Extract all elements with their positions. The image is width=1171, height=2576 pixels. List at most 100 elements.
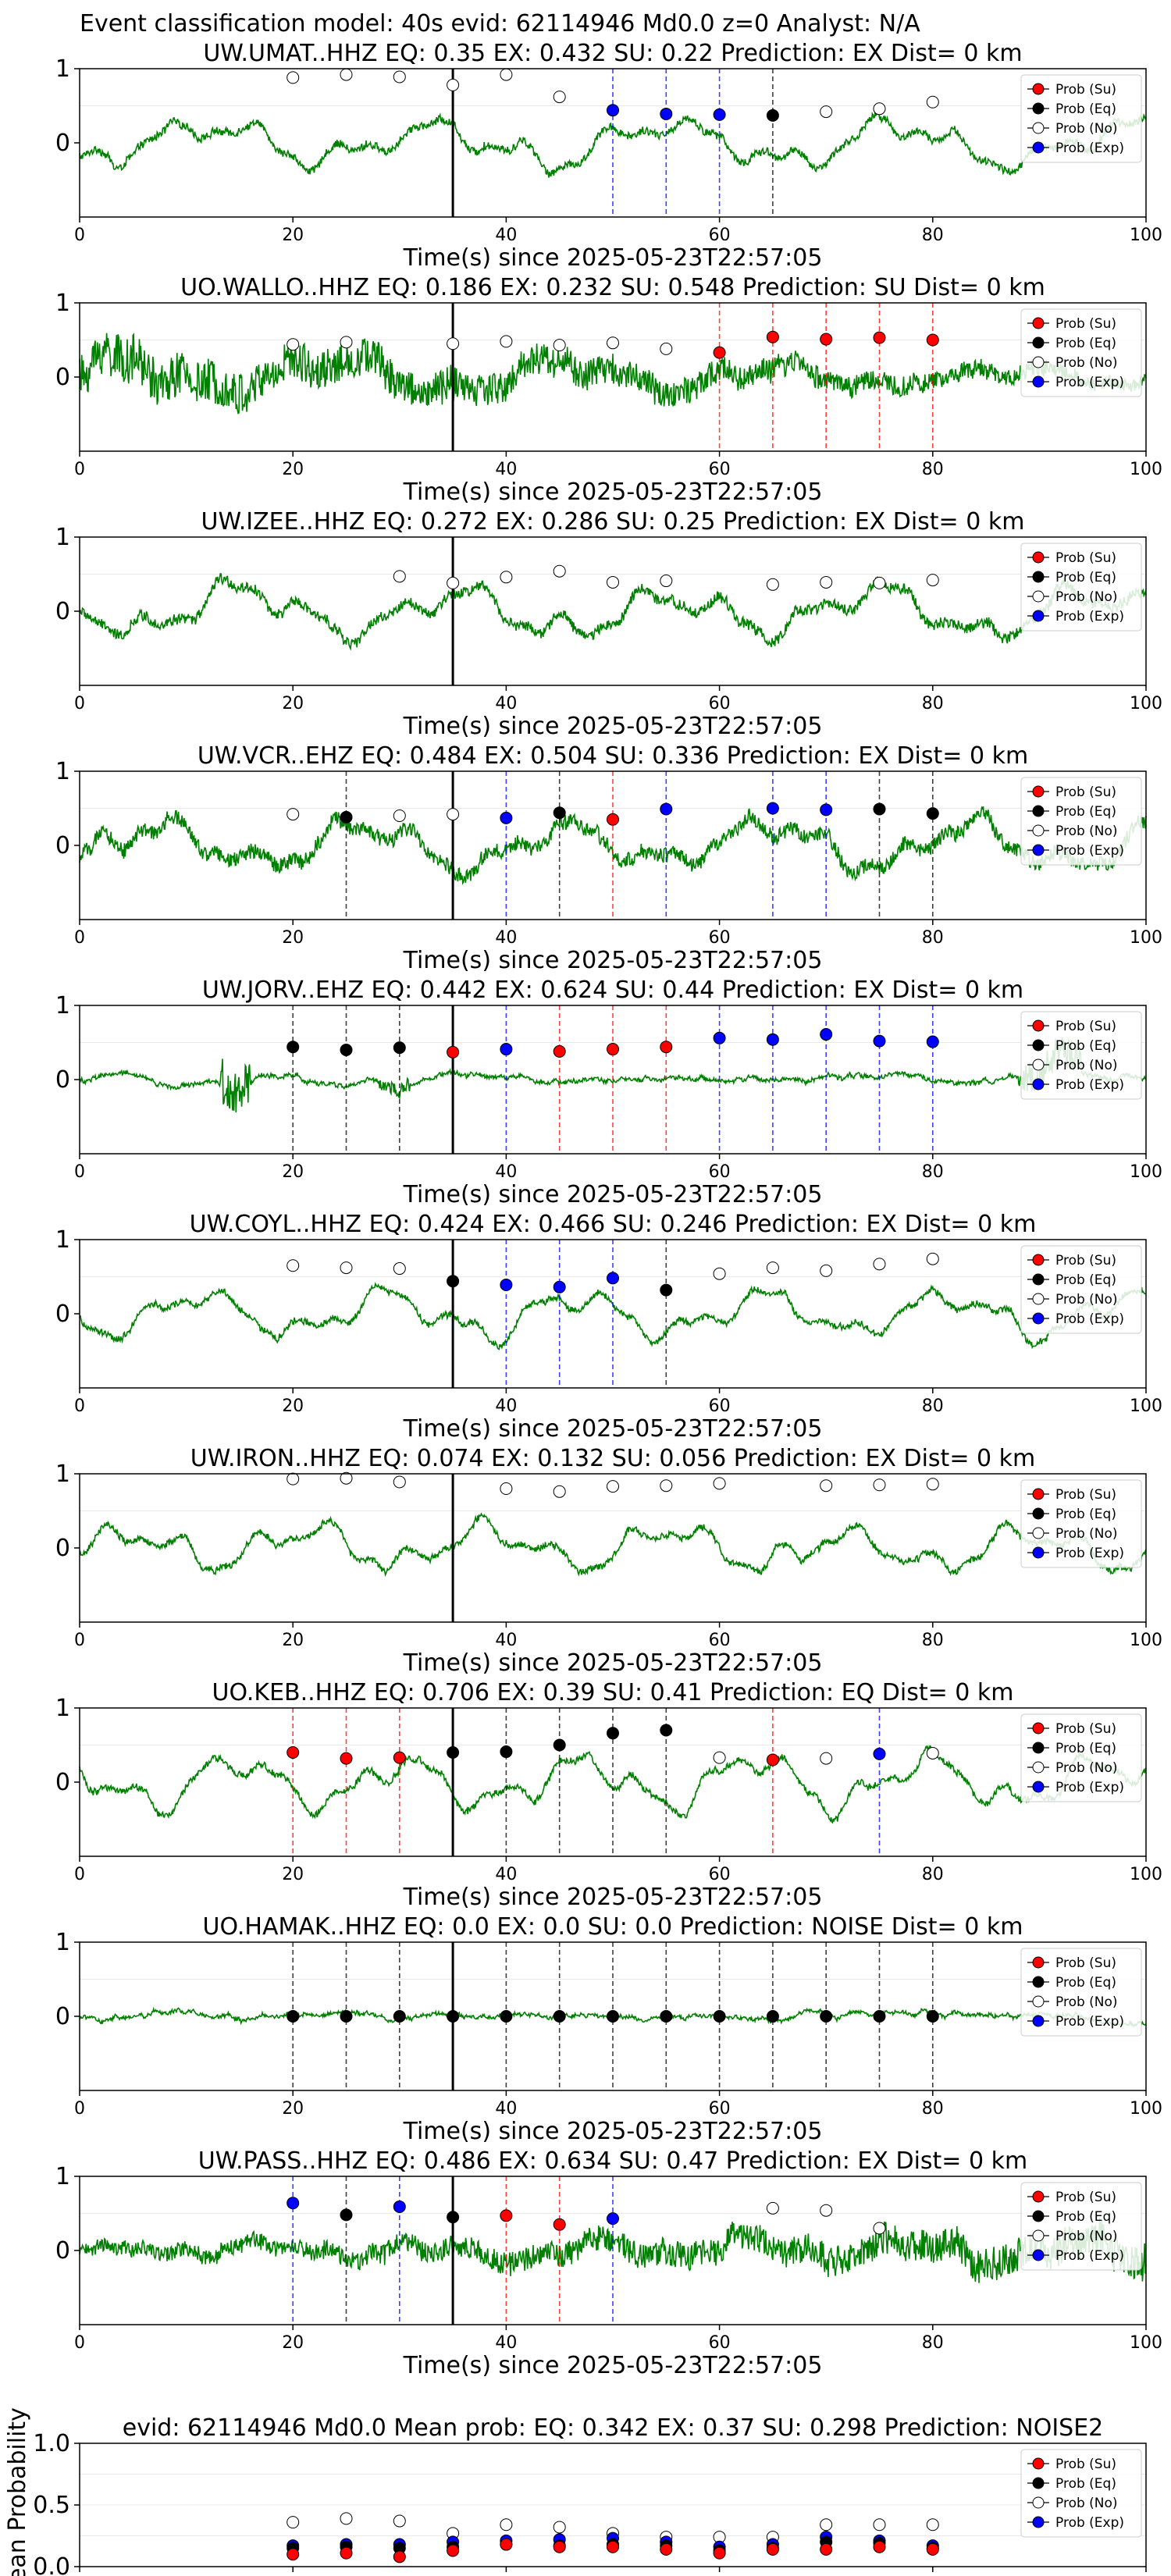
prob-marker-exp	[607, 2212, 619, 2226]
legend-box	[1020, 777, 1142, 866]
legend-swatch-eq	[1032, 1507, 1045, 1520]
legend-swatch-no	[1032, 590, 1045, 603]
prob-marker-su	[553, 1044, 566, 1058]
prob-marker-no	[500, 1482, 513, 1495]
x-tick-label: 0	[74, 460, 85, 479]
legend-swatch-eq	[1032, 805, 1045, 817]
legend-label-su: Prob (Su)	[1055, 2457, 1116, 2472]
x-tick-label: 0	[74, 226, 85, 245]
prob-marker-eq	[393, 1041, 406, 1055]
y-tick-label: 0	[55, 364, 70, 391]
waveform-trace	[79, 1512, 1147, 1578]
mean-marker-no	[500, 2518, 513, 2532]
legend-label-su: Prob (Su)	[1055, 1721, 1116, 1737]
prob-marker-eq	[500, 1745, 513, 1759]
prob-marker-eq	[340, 810, 353, 824]
prob-marker-exp	[766, 802, 779, 815]
mean-marker-no	[820, 2518, 833, 2532]
y-tick-label: 1	[55, 524, 70, 551]
legend-swatch-no	[1032, 824, 1045, 837]
y-tick-label: 0	[55, 832, 70, 859]
mean-marker-no	[340, 2512, 353, 2525]
legend-swatch-exp	[1032, 2516, 1045, 2528]
prob-marker-no	[340, 68, 353, 81]
y-tick-label: 1	[55, 992, 70, 1019]
prob-marker-no	[873, 2222, 886, 2235]
y-tick-label: 0	[55, 598, 70, 625]
legend-swatch-no	[1032, 1527, 1045, 1539]
legend-label-eq: Prob (Eq)	[1055, 1741, 1116, 1756]
prob-marker-su	[553, 2218, 566, 2231]
prob-marker-no	[660, 575, 673, 588]
x-tick-label: 0	[74, 694, 85, 713]
waveform-trace	[79, 572, 1147, 651]
y-tick-label: 0	[55, 1769, 70, 1796]
x-tick-label: 60	[709, 694, 731, 713]
prob-marker-exp	[820, 1028, 833, 1041]
mean-marker-su	[447, 2544, 460, 2557]
legend-label-eq: Prob (Eq)	[1055, 336, 1116, 351]
legend-box	[1020, 1479, 1142, 1568]
x-tick-label: 80	[922, 460, 944, 479]
x-tick-label: 40	[495, 694, 517, 713]
prob-marker-no	[873, 102, 886, 116]
x-tick-label: 20	[282, 928, 304, 948]
prob-marker-su	[820, 333, 833, 346]
prob-marker-no	[500, 571, 513, 584]
legend-label-no: Prob (No)	[1055, 121, 1118, 137]
prob-marker-exp	[500, 1278, 513, 1291]
legend-label-eq: Prob (Eq)	[1055, 570, 1116, 585]
x-tick-label: 60	[709, 2099, 731, 2119]
legend-swatch-exp	[1032, 1078, 1045, 1091]
prob-marker-no	[873, 1258, 886, 1271]
x-tick-label: 100	[1130, 1162, 1162, 1182]
x-tick-label: 0	[74, 1397, 85, 1416]
y-tick-label: 0.0	[33, 2553, 70, 2576]
legend-swatch-su	[1032, 1722, 1045, 1735]
x-tick-label: 40	[495, 226, 517, 245]
prob-marker-eq	[553, 2010, 566, 2023]
x-tick-label: 80	[922, 226, 944, 245]
legend-swatch-eq	[1032, 1742, 1045, 1754]
x-axis-label: Time(s) since 2025-05-23T22:57:05	[403, 2118, 823, 2145]
prob-marker-no	[287, 808, 300, 821]
x-tick-label: 40	[495, 1397, 517, 1416]
prob-marker-no	[820, 2204, 833, 2217]
prob-marker-su	[607, 1043, 619, 1056]
legend-label-no: Prob (No)	[1055, 1058, 1118, 1073]
legend-swatch-exp	[1032, 375, 1045, 388]
x-tick-label: 20	[282, 226, 304, 245]
legend-label-exp: Prob (Exp)	[1055, 1311, 1124, 1327]
x-tick-label: 100	[1130, 1397, 1162, 1416]
legend-box	[1020, 74, 1142, 163]
prob-marker-exp	[607, 1272, 619, 1285]
x-tick-label: 0	[74, 2333, 85, 2353]
x-axis-label: Time(s) since 2025-05-23T22:57:05	[403, 479, 823, 506]
legend-label-no: Prob (No)	[1055, 1994, 1118, 2010]
legend-swatch-su	[1032, 2190, 1045, 2203]
prob-marker-exp	[873, 1747, 886, 1760]
prob-marker-eq	[873, 802, 886, 816]
x-tick-label: 100	[1130, 694, 1162, 713]
prob-marker-eq	[500, 2010, 513, 2023]
prob-marker-no	[553, 91, 566, 104]
x-tick-label: 60	[709, 460, 731, 479]
legend-swatch-exp	[1032, 1781, 1045, 1793]
mean-marker-su	[660, 2542, 673, 2556]
legend-swatch-no	[1032, 2229, 1045, 2242]
prob-marker-no	[393, 809, 406, 822]
legend-label-eq: Prob (Eq)	[1055, 1038, 1116, 1054]
mean-marker-su	[713, 2546, 726, 2560]
plot-area	[80, 1474, 1146, 1622]
legend-label-no: Prob (No)	[1055, 355, 1118, 371]
legend-label-exp: Prob (Exp)	[1055, 375, 1124, 390]
x-tick-label: 20	[282, 1631, 304, 1650]
prob-marker-no	[713, 1751, 726, 1764]
prob-marker-eq	[766, 2010, 779, 2023]
x-tick-label: 0	[74, 1162, 85, 1182]
legend-label-no: Prob (No)	[1055, 1526, 1118, 1542]
prob-marker-no	[340, 1471, 353, 1485]
legend-label-exp: Prob (Exp)	[1055, 2014, 1124, 2030]
legend-swatch-exp	[1032, 1546, 1045, 1559]
